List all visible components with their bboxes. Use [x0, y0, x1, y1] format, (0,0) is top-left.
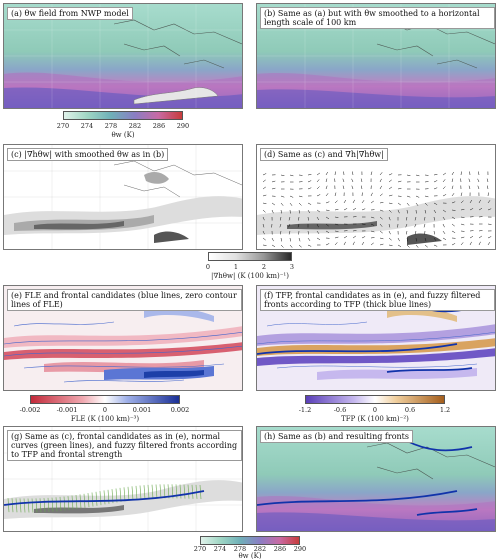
panel-g: (g) Same as (c), frontal candidates as i…: [3, 426, 243, 532]
panel-e: (e) FLE and frontal candidates (blue lin…: [3, 285, 243, 391]
fle-unit: FLE (K (100 km)⁻³): [71, 415, 139, 423]
theta-tick: 270: [57, 122, 69, 130]
panel-b: (b) Same as (a) but with θw smoothed to …: [256, 3, 496, 109]
panel-e-label: (e) FLE and frontal candidates (blue lin…: [7, 289, 242, 311]
theta-tick: 282: [129, 122, 141, 130]
fle-tick: -0.001: [57, 406, 78, 414]
panel-h: (h) Same as (b) and resulting fronts: [256, 426, 496, 532]
panel-d: (d) Same as (c) and ∇h|∇hθw|: [256, 144, 496, 250]
panel-d-label: (d) Same as (c) and ∇h|∇hθw|: [260, 148, 388, 161]
panel-c-label: (c) |∇hθw| with smoothed θw as in (b): [7, 148, 168, 161]
tfp-tick: 0.6: [405, 406, 415, 414]
theta-tick: 270: [194, 545, 206, 553]
theta-tick: 274: [214, 545, 226, 553]
fle-tick: 0.002: [171, 406, 190, 414]
panel-b-label: (b) Same as (a) but with θw smoothed to …: [260, 7, 495, 29]
theta-tick: 274: [81, 122, 93, 130]
panel-a-label: (a) θw field from NWP model: [7, 7, 133, 20]
theta-tick: 286: [153, 122, 165, 130]
theta-tick: 290: [294, 545, 306, 553]
panel-c: (c) |∇hθw| with smoothed θw as in (b): [3, 144, 243, 250]
theta-unit: θw (K): [111, 131, 134, 139]
fle-tick: 0.001: [133, 406, 152, 414]
theta-tick: 286: [274, 545, 286, 553]
grad-tick: 0: [206, 263, 210, 271]
panel-a: (a) θw field from NWP model: [3, 3, 243, 109]
panel-f-label: (f) TFP, frontal candidates as in (e), a…: [260, 289, 495, 311]
grad-unit: |∇hθw| (K (100 km)⁻¹): [211, 272, 289, 280]
theta-tick: 290: [177, 122, 189, 130]
theta-tick: 278: [105, 122, 117, 130]
panel-g-label: (g) Same as (c), frontal candidates as i…: [7, 430, 242, 461]
panel-f: (f) TFP, frontal candidates as in (e), a…: [256, 285, 496, 391]
grad-tick: 1: [234, 263, 238, 271]
fle-tick: -0.002: [20, 406, 41, 414]
grad-tick: 2: [262, 263, 266, 271]
tfp-tick: -1.2: [299, 406, 312, 414]
tfp-tick: 1.2: [440, 406, 450, 414]
tfp-tick: 0: [373, 406, 377, 414]
tfp-unit: TFP (K (100 km)⁻²): [341, 415, 409, 423]
fle-tick: 0: [103, 406, 107, 414]
panel-h-label: (h) Same as (b) and resulting fronts: [260, 430, 413, 443]
tfp-tick: -0.6: [334, 406, 347, 414]
grad-tick: 3: [290, 263, 294, 271]
